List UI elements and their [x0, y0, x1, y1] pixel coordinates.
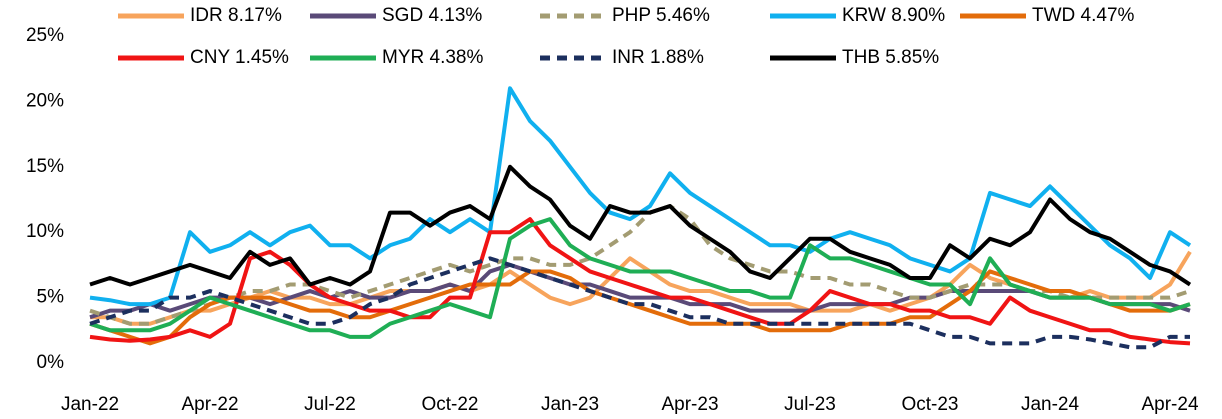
series-line: [89, 217, 1191, 346]
y-tick-label: 20%: [26, 90, 64, 111]
series-line: [89, 262, 1191, 320]
legend-label: INR 1.88%: [612, 47, 704, 68]
x-tick-label: Jan-23: [541, 394, 599, 415]
x-tick-label: Apr-23: [661, 394, 718, 415]
x-tick-label: Jan-22: [61, 394, 119, 415]
y-tick-label: 25%: [26, 25, 64, 46]
series-line: [89, 164, 1192, 287]
legend-label: PHP 5.46%: [612, 5, 710, 26]
legend-label: IDR 8.17%: [190, 5, 282, 26]
y-tick-label: 0%: [37, 352, 65, 373]
legend-label: SGD 4.13%: [382, 5, 482, 26]
y-tick-label: 10%: [26, 221, 64, 242]
legend-label: MYR 4.38%: [382, 47, 483, 68]
legend-label: TWD 4.47%: [1032, 5, 1135, 26]
legend-label: THB 5.85%: [842, 47, 939, 68]
x-tick-label: Jul-22: [304, 394, 356, 415]
y-tick-label: 5%: [37, 287, 65, 308]
y-tick-label: 15%: [26, 156, 64, 177]
x-tick-label: Oct-23: [901, 394, 958, 415]
x-tick-label: Apr-22: [181, 394, 238, 415]
series-line: [89, 256, 1190, 350]
x-tick-label: Oct-22: [421, 394, 478, 415]
x-tick-label: Apr-24: [1141, 394, 1198, 415]
series-line: [89, 217, 1191, 339]
x-tick-label: Jan-24: [1021, 394, 1080, 415]
x-tick-label: Jul-23: [784, 394, 836, 415]
series-line: [89, 204, 1191, 326]
legend-label: KRW 8.90%: [842, 5, 945, 26]
legend-label: CNY 1.45%: [190, 47, 289, 68]
